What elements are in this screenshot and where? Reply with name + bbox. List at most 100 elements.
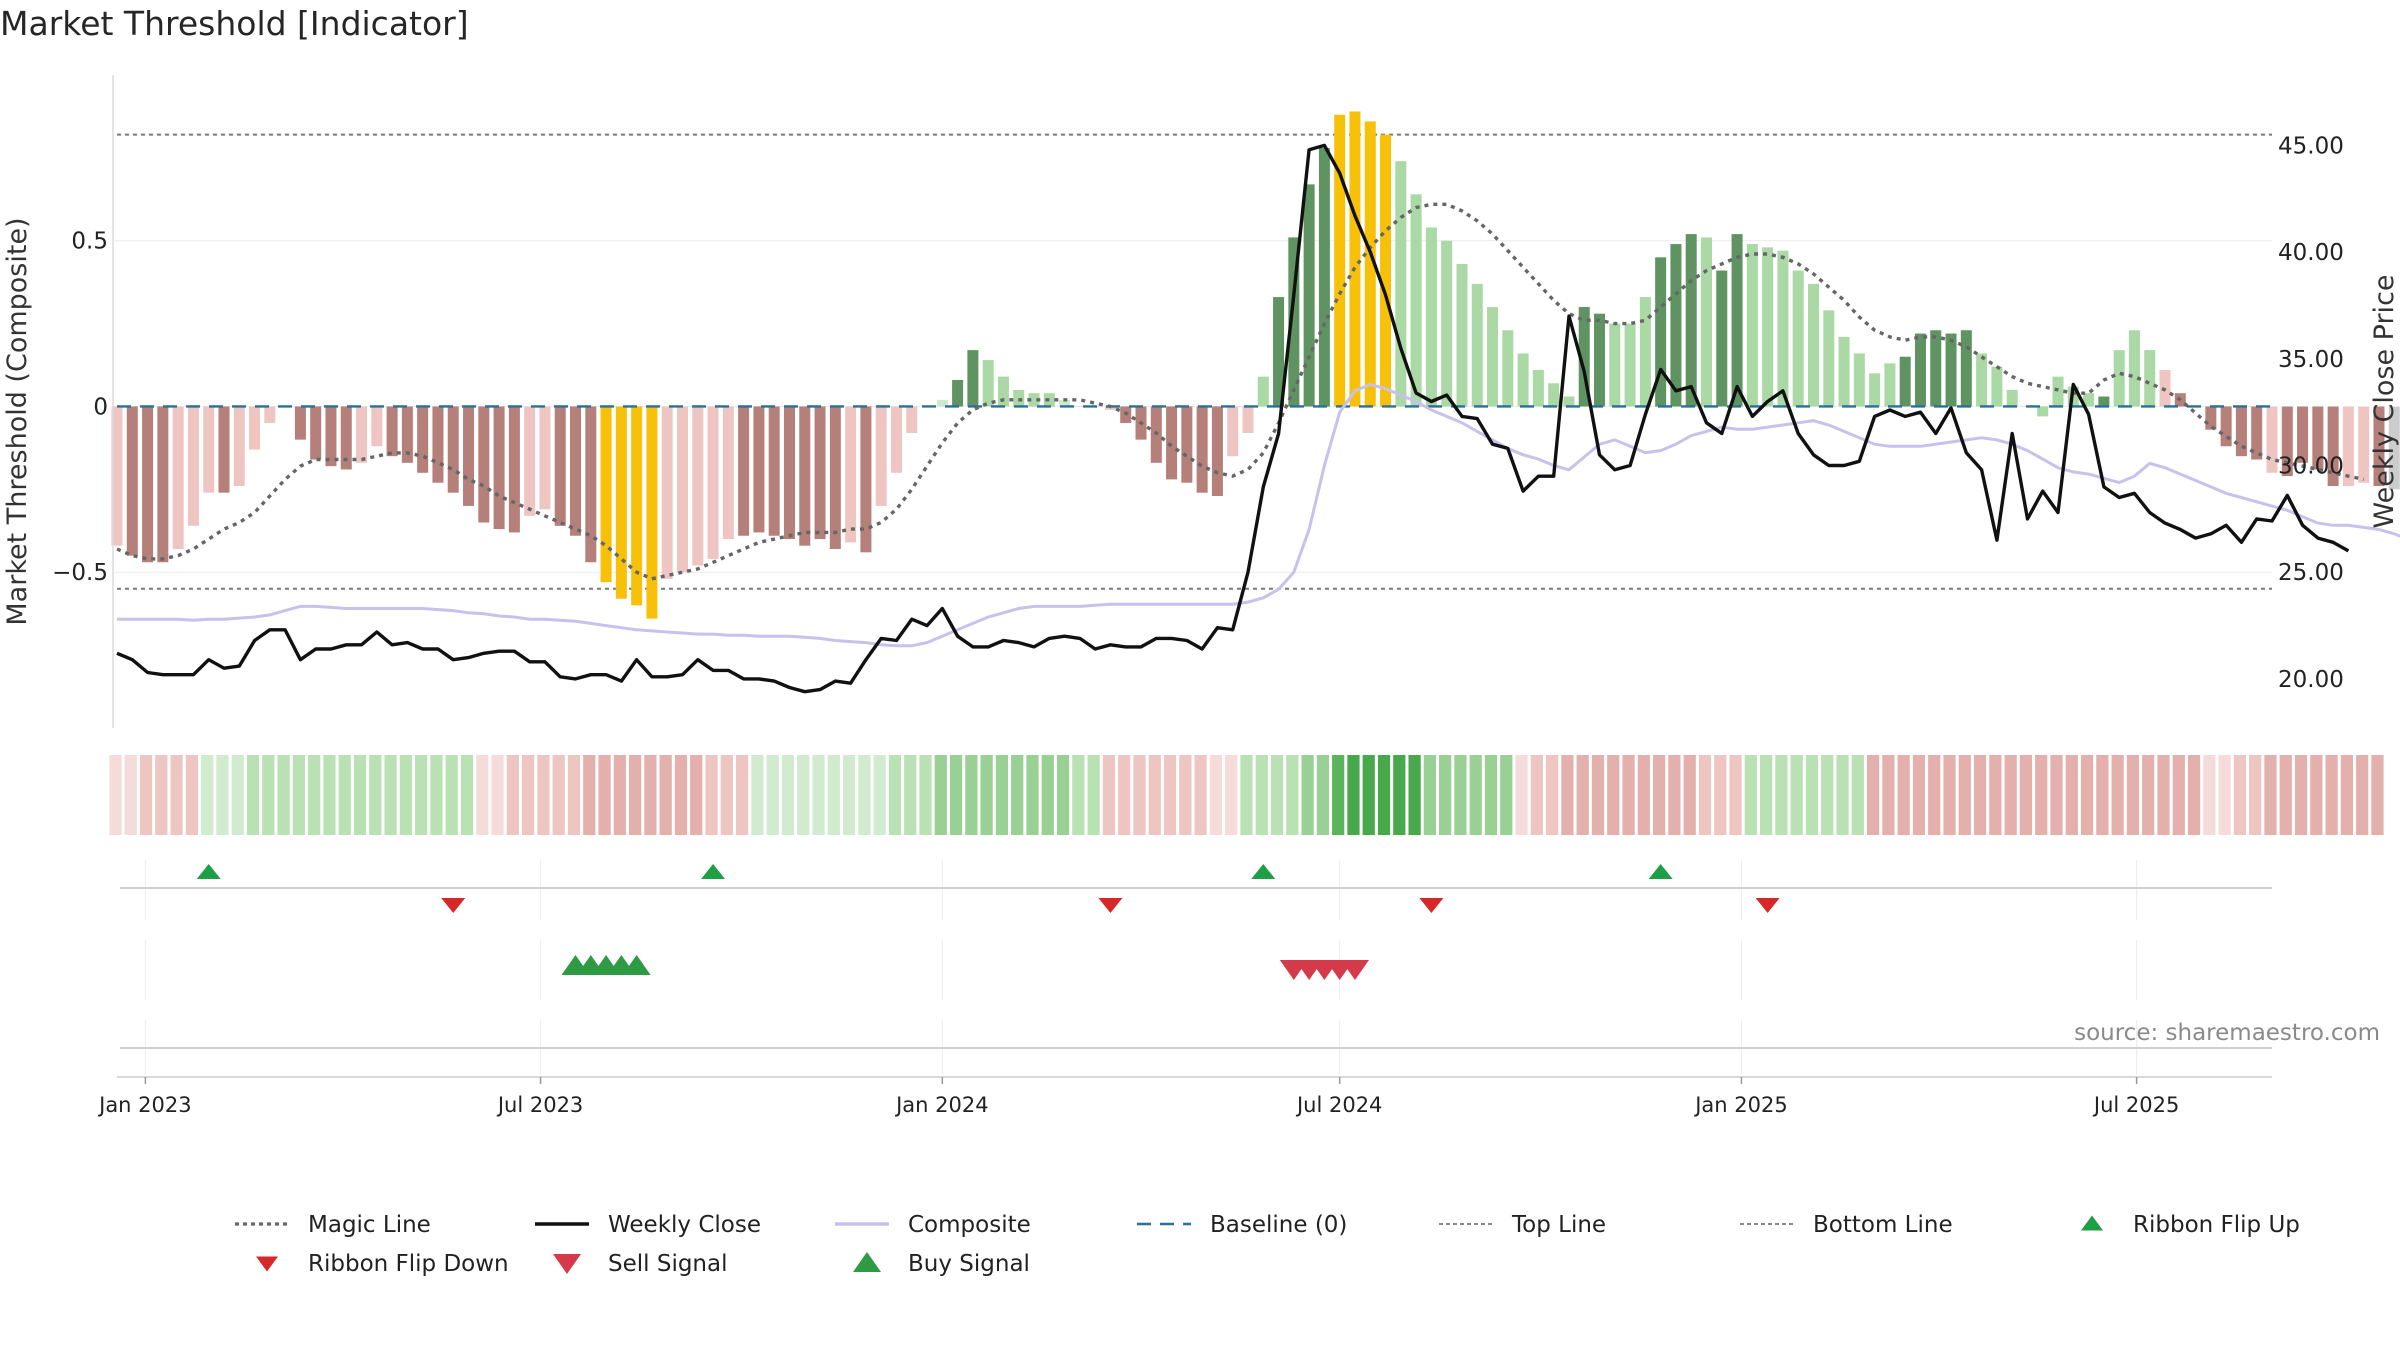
composite-bar [2113, 350, 2125, 407]
x-tick-label: Jan 2024 [894, 1093, 989, 1117]
ribbon-cell [2249, 755, 2262, 835]
ribbon-cell [1958, 755, 1971, 835]
composite-bar [2235, 406, 2247, 457]
ribbon-cell [1515, 755, 1528, 835]
ribbon-flip-down-marker [1755, 898, 1780, 913]
composite-bar [1716, 270, 1728, 407]
composite-bar [2006, 389, 2018, 407]
composite-bar [1273, 297, 1285, 407]
composite-bar [1028, 393, 1040, 407]
composite-bar [325, 406, 337, 467]
composite-bar [1456, 263, 1468, 407]
composite-bar [1181, 406, 1193, 483]
composite-bar [1059, 399, 1071, 407]
composite-bar [1563, 396, 1575, 407]
composite-bar [2098, 396, 2110, 407]
composite-bar [1318, 147, 1330, 407]
composite-bar [585, 406, 597, 563]
composite-bar [2297, 406, 2309, 463]
ribbon-cell [1744, 755, 1757, 835]
ribbon-cell [1576, 755, 1589, 835]
ribbon-cell [1683, 755, 1696, 835]
ribbon-cell [2050, 755, 2063, 835]
ribbon-cell [491, 755, 504, 835]
ribbon-cell [384, 755, 397, 835]
ribbon-cell [705, 755, 718, 835]
ribbon-cell [1163, 755, 1177, 835]
ribbon-cell [139, 755, 153, 835]
composite-bar [676, 406, 688, 573]
composite-bar [1334, 114, 1346, 407]
composite-bar [1441, 240, 1453, 407]
series-lines [116, 143, 2400, 694]
right-tick-label: 25.00 [2278, 560, 2344, 586]
legend-label: Sell Signal [608, 1251, 728, 1277]
ribbon-cell [888, 755, 902, 835]
ribbon-cell [2340, 755, 2354, 835]
composite-bar [1548, 383, 1560, 407]
composite-bar [1930, 330, 1942, 407]
composite-bar [875, 406, 887, 506]
ribbon-cell [2035, 755, 2048, 835]
composite-bar [386, 406, 398, 457]
composite-bar [1609, 323, 1621, 407]
ribbon-cell [1729, 755, 1742, 835]
composite-bar [1074, 406, 1086, 407]
ribbon-cell [1408, 755, 1421, 835]
ribbon-cell [1714, 755, 1727, 835]
right-tick-label: 20.00 [2278, 667, 2344, 693]
right-tick-label: 35.00 [2278, 347, 2344, 373]
legend-label: Buy Signal [908, 1251, 1030, 1277]
ribbon-cell [1668, 755, 1681, 835]
composite-bar [1487, 307, 1499, 407]
composite-bar [600, 406, 612, 583]
ribbon-cell [690, 755, 703, 835]
legend-label: Top Line [1511, 1212, 1606, 1238]
legend-down-triangle-icon [256, 1256, 278, 1272]
composite-bar [2327, 406, 2339, 487]
composite-bar [2083, 393, 2095, 407]
right-tick-label: 45.00 [2278, 133, 2344, 159]
composite-bar [1869, 373, 1881, 407]
composite-bar [570, 406, 582, 536]
composite-bar [2281, 406, 2293, 477]
ribbon-cell [2310, 755, 2323, 835]
legend-up-triangle-icon [853, 1252, 881, 1272]
legend-label: Baseline (0) [1210, 1212, 1347, 1238]
ribbon-cell [873, 755, 886, 835]
signal-panels [120, 860, 2272, 1075]
legend-label: Ribbon Flip Up [2133, 1212, 2300, 1238]
y-axis-label-right: Weekly Close Price [2369, 274, 2400, 528]
composite-bar [1823, 310, 1835, 407]
ribbon-cell [1316, 755, 1329, 835]
composite-bar [2128, 330, 2140, 407]
ribbon-cell [735, 755, 749, 835]
ribbon-cell [1056, 755, 1070, 835]
composite-bar [1838, 336, 1850, 407]
composite-bar [142, 406, 154, 563]
source-label: source: sharemaestro.com [2074, 1020, 2380, 1046]
ribbon-cell [1698, 755, 1712, 835]
ribbon-cell [995, 755, 1009, 835]
ribbon-cell [1836, 755, 1849, 835]
ribbon-cell [1484, 755, 1498, 835]
ribbon-cell [797, 755, 810, 835]
composite-bar [1364, 121, 1376, 407]
composite-bar [1853, 353, 1865, 407]
ribbon-cell [476, 755, 489, 835]
composite-bar [646, 406, 658, 619]
ribbon-cell [2004, 755, 2017, 835]
ribbon-cell [552, 755, 565, 835]
composite-bar [2342, 406, 2354, 487]
composite-bar [2251, 406, 2263, 460]
ribbon-cell [1286, 755, 1299, 835]
composite-bar [829, 406, 841, 550]
ribbon-cell [1393, 755, 1406, 835]
legend-up-triangle-icon [2081, 1215, 2103, 1231]
composite-bar [890, 406, 902, 473]
composite-bar [936, 399, 948, 407]
composite-bar [1502, 330, 1514, 407]
ribbon-cell [1912, 755, 1926, 835]
composite-bar [1746, 244, 1758, 407]
ribbon-cell [1194, 755, 1207, 835]
